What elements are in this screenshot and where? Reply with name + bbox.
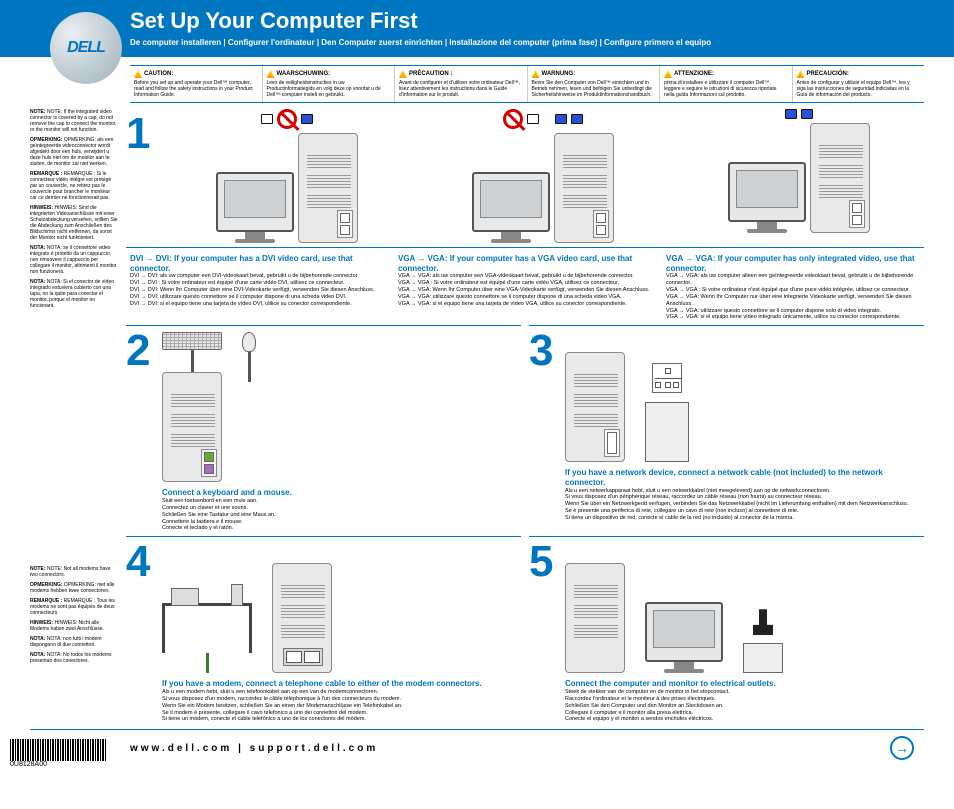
desk-icon (162, 603, 252, 653)
steps-4-5-row: NOTE: NOTE: Not all modems have two conn… (30, 536, 924, 723)
monitor-icon (216, 172, 294, 232)
header-bar: Set Up Your Computer First De computer i… (0, 0, 954, 57)
divider (126, 247, 924, 248)
warning-icon (134, 70, 142, 78)
dell-logo: DELL (50, 12, 122, 84)
warning-icon (797, 70, 805, 78)
mouse-icon (242, 332, 256, 352)
barcode: 0U8128A00 (10, 739, 106, 768)
tower-back-icon (162, 372, 222, 482)
modem-card-icon (283, 648, 323, 666)
step-4-illus (126, 543, 521, 673)
content: CAUTION: Before you set up and operate y… (0, 57, 954, 776)
warning-icon (399, 70, 407, 78)
step-3: 3 If y (529, 325, 924, 532)
illus-integrated (674, 109, 924, 243)
caution-col: PRÉCAUTION : Avant de configurer et d'ut… (394, 66, 527, 102)
monitor-icon (472, 172, 550, 232)
mini-monitor-icon (171, 588, 199, 606)
vga-connector-icon (301, 114, 313, 124)
monitor-icon (728, 162, 806, 222)
vga-connector-icon (785, 109, 797, 119)
illus-dvi (162, 109, 412, 243)
tower-back-icon (272, 563, 332, 673)
step-2: 2 Connect a keyboard and a mouse. Sluit … (126, 325, 521, 532)
power-plug-icon (753, 609, 773, 635)
prohibit-icon (503, 109, 523, 129)
caution-col: CAUTION: Before you set up and operate y… (130, 66, 262, 102)
prohibit-icon (277, 109, 297, 129)
keyboard-icon (162, 332, 222, 350)
page-subtitle: De computer installeren | Configurer l'o… (130, 38, 954, 47)
monitor-icon (645, 602, 723, 662)
caution-col: ATTENZIONE: prima di installare e utiliz… (659, 66, 792, 102)
power-outlet-icon (743, 643, 783, 673)
dvi-connector-icon (261, 114, 273, 124)
tower-back-icon (565, 563, 625, 673)
tower-back-icon (298, 133, 358, 243)
tower-back-icon (554, 133, 614, 243)
step-3-illus (529, 332, 924, 462)
rj45-jack-icon (645, 402, 689, 462)
next-page-arrow-icon: → (890, 736, 914, 760)
footer: www.dell.com | support.dell.com → (30, 729, 924, 766)
page-title: Set Up Your Computer First (130, 8, 954, 34)
barcode-bars-icon (10, 739, 106, 761)
step-number: 1 (126, 109, 150, 159)
caution-row: CAUTION: Before you set up and operate y… (130, 65, 924, 103)
step-5: 5 Connect the computer and monitor to el… (529, 536, 924, 723)
step-1-row: NOTE: NOTE: If the integrated video conn… (30, 109, 924, 321)
warning-icon (532, 70, 540, 78)
step-4: 4 (126, 536, 521, 723)
network-icon (652, 363, 682, 393)
step-1-text: DVI → DVI: If your computer has a DVI vi… (126, 254, 924, 321)
illus-vga (418, 109, 668, 243)
warning-icon (267, 70, 275, 78)
tower-back-icon (810, 123, 870, 233)
side-notes-step4: NOTE: NOTE: Not all modems have two conn… (30, 536, 118, 723)
caution-col: WARNUNG: Bevor Sie den Computer von Dell… (527, 66, 660, 102)
side-notes-step1: NOTE: NOTE: If the integrated video conn… (30, 109, 118, 321)
steps-2-3-row: 2 Connect a keyboard and a mouse. Sluit … (30, 325, 924, 532)
caution-col: WAARSCHUWING: Lees de veiligheidsinstruc… (262, 66, 395, 102)
dell-logo-text: DELL (67, 39, 105, 57)
tower-back-icon (565, 352, 625, 462)
caution-col: PRECAUCIÓN: Antes de configurar y utiliz… (792, 66, 925, 102)
vga-connector-icon (801, 109, 813, 119)
mini-tower-icon (231, 584, 243, 606)
step-5-illus (529, 543, 924, 673)
dvi-connector-icon (527, 114, 539, 124)
step-2-illus (126, 332, 521, 482)
warning-icon (664, 70, 672, 78)
step-1: 1 (126, 109, 924, 321)
vga-connector-icon (571, 114, 583, 124)
vga-connector-icon (555, 114, 567, 124)
step-1-illustrations (126, 109, 924, 243)
barcode-label: 0U8128A00 (10, 761, 106, 768)
